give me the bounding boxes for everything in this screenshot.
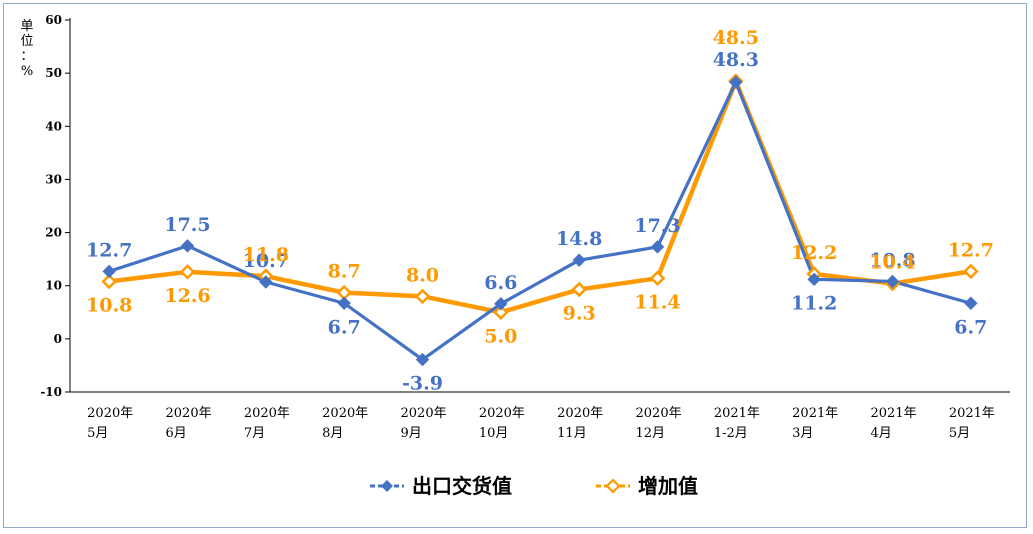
x-tick-label-month: 6月 xyxy=(166,426,187,441)
x-tick-label-year: 2020年 xyxy=(87,406,133,421)
x-tick-label-year: 2020年 xyxy=(401,406,447,421)
data-point-added-value xyxy=(179,264,196,280)
data-point-export xyxy=(964,296,978,310)
data-point-export xyxy=(572,253,586,267)
x-tick-label-month: 11月 xyxy=(557,426,587,441)
data-point-export xyxy=(729,75,743,89)
legend-label: 出口交货值 xyxy=(412,474,512,498)
data-label-added-value: 9.3 xyxy=(563,302,596,324)
y-tick-label: 60 xyxy=(45,13,62,27)
unit-label-char: 单 xyxy=(20,19,33,34)
x-tick-label-month: 8月 xyxy=(322,426,343,441)
series-line-export xyxy=(108,80,972,362)
data-label-added-value: 11.8 xyxy=(243,244,289,266)
data-label-export: 10.8 xyxy=(869,249,915,271)
chart-frame xyxy=(3,3,1027,528)
y-axis: -10 0 10 20 30 40 50 60 xyxy=(40,13,71,399)
unit-label-char: 位 xyxy=(20,34,33,49)
x-tick-label-year: 2020年 xyxy=(479,406,525,421)
data-point-export xyxy=(885,274,900,289)
unit-label-char: % xyxy=(21,64,33,79)
data-label-export: 6.7 xyxy=(954,316,987,338)
data-point-added-value xyxy=(101,273,117,290)
data-label-export: 12.7 xyxy=(86,239,132,261)
data-point-export xyxy=(415,352,430,367)
data-label-added-value: 11.4 xyxy=(634,291,680,313)
y-tick-label: 50 xyxy=(45,66,62,80)
legend: 出口交货值 增加值 xyxy=(370,474,698,498)
x-tick-label-year: 2021年 xyxy=(714,406,760,421)
data-point-added-value xyxy=(414,288,431,305)
x-tick-label-month: 12月 xyxy=(636,426,666,441)
x-tick-label-year: 2020年 xyxy=(322,406,368,421)
data-label-added-value: 12.6 xyxy=(164,285,210,307)
x-tick-label-month: 7月 xyxy=(244,426,265,441)
legend-item-added-value: 增加值 xyxy=(596,474,698,498)
data-label-export: 10.7 xyxy=(243,250,289,272)
x-tick-label-year: 2021年 xyxy=(792,406,838,421)
y-tick-label: -10 xyxy=(40,385,62,399)
y-tick-label: 10 xyxy=(45,279,62,293)
legend-marker-icon xyxy=(605,478,621,494)
data-label-added-value: 10.8 xyxy=(86,294,132,316)
data-label-added-value: 48.5 xyxy=(713,27,759,49)
x-tick-label-month: 5月 xyxy=(87,426,108,441)
data-label-export: -3.9 xyxy=(402,373,443,395)
x-tick-label-year: 2020年 xyxy=(244,406,290,421)
x-tick-label-month: 10月 xyxy=(479,426,509,441)
data-point-added-value xyxy=(571,281,587,298)
x-tick-label-year: 2020年 xyxy=(636,406,682,421)
data-point-export xyxy=(807,272,821,287)
y-tick-label: 30 xyxy=(45,172,62,186)
data-label-export: 6.7 xyxy=(328,316,361,338)
data-point-export xyxy=(259,275,273,289)
x-tick-label-month: 1-2月 xyxy=(714,426,748,441)
series-line-added-value xyxy=(108,78,972,315)
data-label-export: 6.6 xyxy=(484,272,517,294)
data-point-export xyxy=(337,296,351,310)
data-label-added-value: 8.0 xyxy=(406,264,439,286)
x-tick-label-month: 5月 xyxy=(949,426,970,441)
data-point-added-value xyxy=(963,263,979,280)
x-tick-label-month: 4月 xyxy=(871,426,892,441)
data-point-export xyxy=(180,239,195,253)
legend-marker-icon xyxy=(381,480,393,492)
data-label-added-value: 8.7 xyxy=(328,261,361,283)
x-tick-label-month: 9月 xyxy=(401,426,422,441)
data-label-export: 11.2 xyxy=(791,292,837,314)
data-label-added-value: 5.0 xyxy=(484,325,517,347)
data-label-export: 17.5 xyxy=(164,214,210,236)
data-point-added-value xyxy=(649,270,666,287)
y-tick-label: 40 xyxy=(45,119,62,133)
unit-label: 单位：% xyxy=(20,19,33,79)
data-label-export: 48.3 xyxy=(713,49,759,71)
series-layer xyxy=(101,73,979,367)
data-label-export: 17.3 xyxy=(634,215,680,237)
x-tick-label-year: 2020年 xyxy=(557,406,603,421)
y-tick-label: 0 xyxy=(54,332,62,346)
legend-label: 增加值 xyxy=(638,474,698,498)
data-label-added-value: 12.2 xyxy=(791,242,837,264)
x-axis: 2020年 5月 2020年 6月 2020年 7月 2020年 8月 2020年 9月 2020年… xyxy=(70,391,1010,441)
y-tick-label: 20 xyxy=(45,226,62,240)
data-point-added-value xyxy=(493,304,509,321)
legend-item-export: 出口交货值 xyxy=(370,474,512,498)
unit-label-char: ： xyxy=(20,49,33,64)
data-label-added-value: 12.7 xyxy=(948,239,994,261)
x-tick-label-month: 3月 xyxy=(792,426,813,441)
x-tick-label-year: 2021年 xyxy=(871,406,917,421)
data-labels: 12.7 17.5 10.7 6.7 -3.9 6.6 14.8 17.3 48.3 11.2 10… xyxy=(86,27,994,394)
data-label-export: 14.8 xyxy=(556,228,602,250)
data-label-added-value: 10.4 xyxy=(869,252,915,274)
data-point-export xyxy=(494,297,508,311)
data-point-export xyxy=(102,264,116,279)
x-tick-label-year: 2020年 xyxy=(166,406,212,421)
data-point-export xyxy=(650,240,665,254)
x-tick-label-year: 2021年 xyxy=(949,406,995,421)
